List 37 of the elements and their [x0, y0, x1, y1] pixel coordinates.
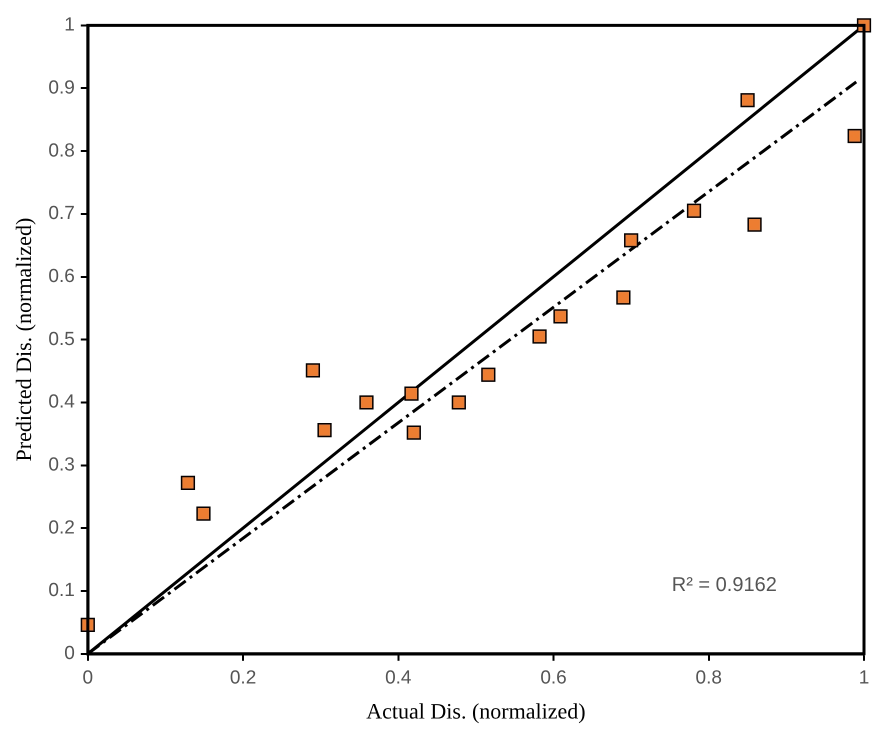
x-tick-label: 0.8	[696, 667, 722, 688]
annotation: R² = 0.9162	[672, 574, 777, 596]
y-tick-label: 0.7	[48, 203, 75, 224]
y-tick-label: 0.3	[48, 454, 75, 476]
y-tick-label: 0.8	[48, 140, 75, 162]
point	[196, 506, 211, 521]
point	[848, 128, 862, 144]
point	[616, 290, 630, 305]
point	[747, 217, 762, 232]
y-tick-label: 0.5	[48, 328, 75, 350]
y-tick-label: 0.1	[48, 580, 75, 602]
point	[404, 386, 419, 401]
point	[481, 368, 496, 382]
point	[359, 395, 374, 410]
y-tick-label: 0.2	[48, 517, 75, 538]
point	[406, 425, 421, 440]
y-tick-label: 0.9	[48, 77, 75, 98]
point	[553, 309, 568, 324]
y-axis-title: Predicted Dis. (normalized)	[10, 218, 36, 462]
x-tick-label: 0.6	[540, 667, 567, 688]
x-tick-label: 0	[82, 667, 94, 688]
point	[624, 233, 638, 248]
x-tick-label: 0.2	[230, 667, 256, 688]
y-tick-label: 0.6	[48, 266, 75, 287]
point	[317, 422, 332, 438]
point	[740, 93, 755, 108]
x-axis-title: Actual Dis. (normalized)	[366, 698, 586, 724]
point	[180, 476, 196, 490]
y-tick-label: 1	[64, 14, 75, 36]
x-tick-label: 1	[858, 667, 870, 688]
point	[452, 395, 466, 410]
x-tick-label: 0.4	[385, 667, 412, 688]
point	[532, 329, 547, 344]
y-tick-label: 0	[64, 643, 75, 664]
y-tick-label: 0.4	[48, 392, 76, 413]
point	[686, 204, 702, 218]
point	[306, 363, 320, 378]
